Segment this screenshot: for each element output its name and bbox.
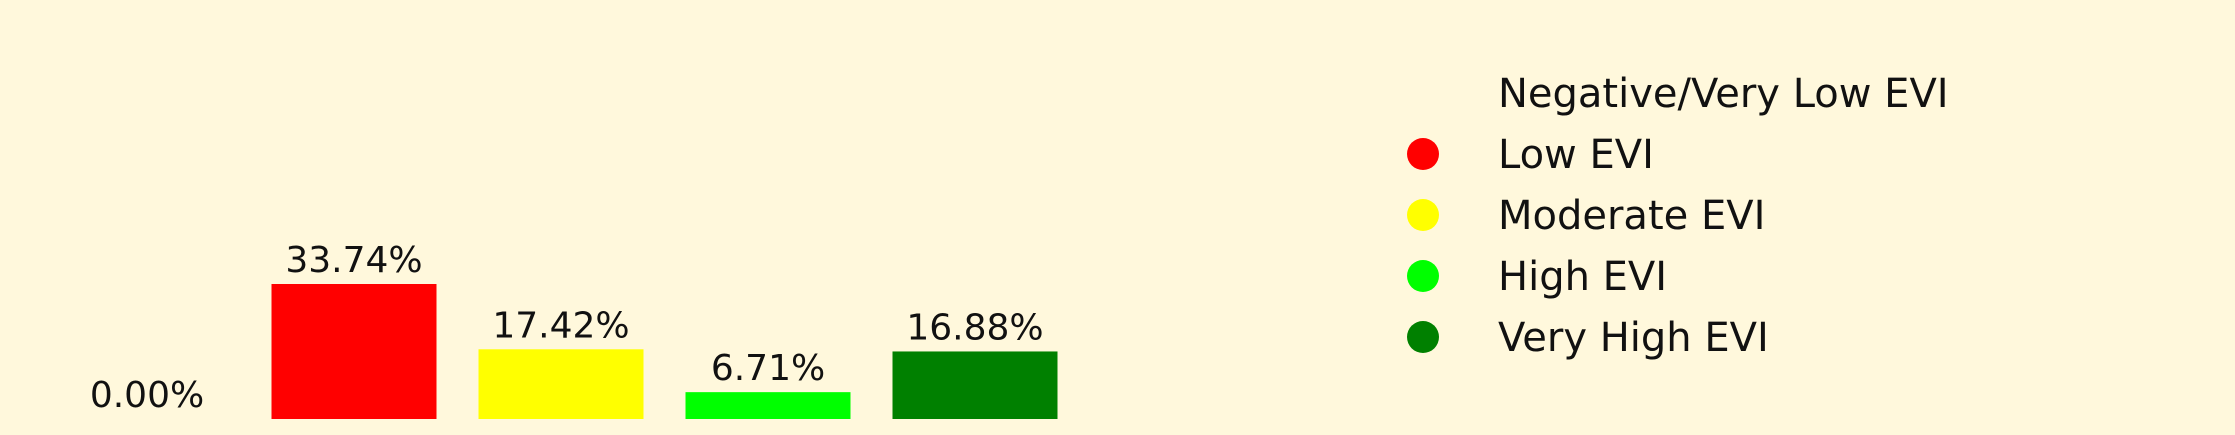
bar-3 bbox=[685, 392, 851, 419]
bar-value-label-0: 0.00% bbox=[90, 375, 204, 416]
bar-value-label-4: 16.88% bbox=[906, 307, 1043, 348]
legend-marker-4 bbox=[1407, 321, 1439, 353]
legend-label-0: Negative/Very Low EVI bbox=[1498, 71, 1949, 117]
legend: Negative/Very Low EVI Low EVI Moderate EVI… bbox=[1407, 71, 1949, 361]
bar-value-label-3: 6.71% bbox=[711, 348, 825, 389]
legend-marker-1 bbox=[1407, 138, 1439, 170]
legend-marker-2 bbox=[1407, 199, 1439, 231]
bar-1 bbox=[271, 284, 437, 419]
legend-label-4: Very High EVI bbox=[1498, 315, 1769, 361]
bar-labels-group: 0.00% 33.74% 17.42% 6.71% 16.88% bbox=[90, 240, 1044, 416]
legend-marker-0 bbox=[1407, 77, 1439, 109]
bar-4 bbox=[892, 351, 1058, 419]
legend-label-2: Moderate EVI bbox=[1498, 193, 1765, 239]
legend-label-3: High EVI bbox=[1498, 254, 1667, 300]
bars-group bbox=[271, 284, 1058, 419]
legend-label-1: Low EVI bbox=[1498, 132, 1654, 178]
bar-2 bbox=[478, 349, 644, 419]
legend-marker-3 bbox=[1407, 260, 1439, 292]
bar-value-label-1: 33.74% bbox=[285, 240, 422, 281]
bar-value-label-2: 17.42% bbox=[492, 305, 629, 346]
